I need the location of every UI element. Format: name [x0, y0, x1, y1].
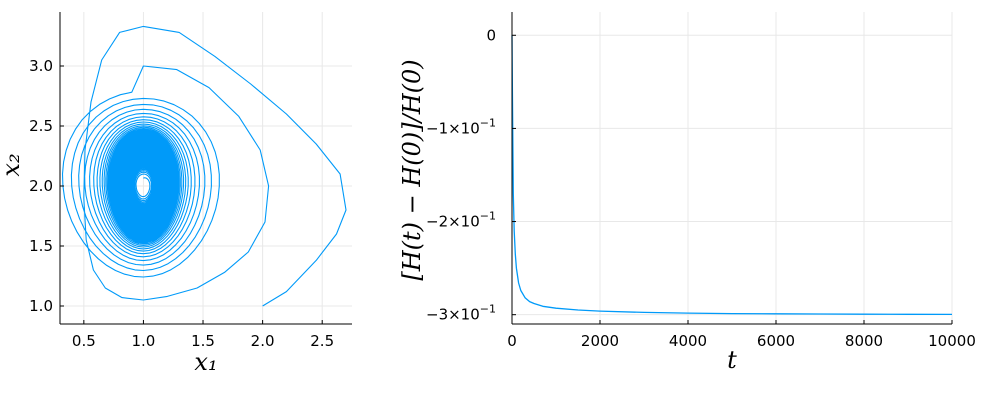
energy-error-chart: 0 2000 4000 6000 8000 10000 0 −1×10−1 −2×10−1 −3×… — [398, 12, 976, 374]
left-x-tick-label: 2.5 — [310, 332, 334, 350]
right-x-tick-label: 6000 — [757, 332, 795, 350]
right-y-tick-label: −1×10−1 — [426, 116, 496, 137]
left-y-tick-label: 3.0 — [29, 57, 53, 75]
right-series-line — [511, 35, 953, 316]
left-y-axis-label: x₂ — [0, 153, 25, 176]
right-x-axis-label: t — [727, 346, 737, 374]
left-x-axis-label: x₁ — [194, 348, 217, 376]
right-y-axis-label: [H(t) − H(0)]/H(0) — [398, 59, 426, 280]
right-ticks: 0 2000 4000 6000 8000 10000 0 −1×10−1 −2×10−1 −3×… — [426, 26, 976, 350]
left-y-tick-label: 1.5 — [29, 237, 53, 255]
right-x-tick-label: 2000 — [581, 332, 619, 350]
right-x-tick-label: 10000 — [928, 332, 976, 350]
left-axes — [59, 12, 352, 325]
right-x-tick-label: 8000 — [845, 332, 883, 350]
left-x-tick-label: 2.0 — [251, 332, 275, 350]
right-y-tick-label: −2×10−1 — [426, 210, 496, 231]
left-x-tick-label: 1.5 — [191, 332, 215, 350]
left-y-tick-label: 2.0 — [29, 177, 53, 195]
left-ticks: 0.5 1.0 1.5 2.0 2.5 1.0 1.5 2.0 2.5 3.0 — [29, 57, 334, 350]
left-grid — [60, 12, 352, 324]
right-y-tick-label: −3×10−1 — [426, 303, 496, 324]
left-x-tick-label: 0.5 — [72, 332, 96, 350]
phase-portrait-chart: 0.5 1.0 1.5 2.0 2.5 1.0 1.5 2.0 2.5 3.0 x₁ x₂ — [0, 12, 352, 376]
right-x-tick-label: 0 — [507, 332, 517, 350]
left-y-tick-label: 1.0 — [29, 297, 53, 315]
right-axes — [511, 12, 952, 325]
right-grid — [511, 12, 953, 324]
right-x-tick-label: 4000 — [669, 332, 707, 350]
left-trajectory-line — [61, 25, 347, 307]
left-x-tick-label: 1.0 — [131, 332, 155, 350]
right-y-tick-label: 0 — [486, 26, 496, 44]
left-y-tick-label: 2.5 — [29, 117, 53, 135]
